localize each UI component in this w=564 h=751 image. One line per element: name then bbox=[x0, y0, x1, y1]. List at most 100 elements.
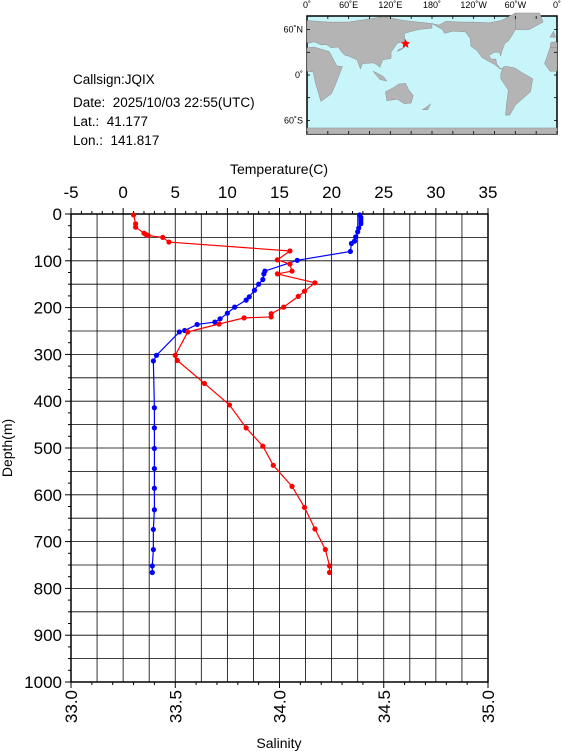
temperature-point bbox=[246, 294, 252, 300]
map-lon-label: 0˚ bbox=[303, 0, 311, 10]
salinity-point bbox=[287, 261, 293, 267]
temperature-point bbox=[217, 316, 223, 322]
latitude-text: Lat.: 41.177 bbox=[73, 114, 149, 129]
salinity-point bbox=[301, 504, 308, 511]
temperature-point bbox=[151, 507, 157, 513]
temperature-point bbox=[149, 563, 155, 569]
top-tick-label: -5 bbox=[63, 183, 78, 202]
salinity-point bbox=[174, 357, 180, 364]
callsign-text: Callsign:JQIX bbox=[73, 72, 155, 87]
map-lon-label: 180˚ bbox=[423, 0, 441, 10]
salinity-point bbox=[289, 483, 295, 489]
temperature-point bbox=[353, 234, 359, 240]
salinity-point bbox=[322, 546, 328, 553]
map-lat-label: 0˚ bbox=[295, 70, 303, 80]
temperature-point bbox=[151, 485, 157, 491]
map-lon-label: 120˚E bbox=[378, 0, 402, 10]
y-tick-label: 600 bbox=[34, 486, 62, 505]
top-tick-label: 20 bbox=[322, 183, 341, 202]
salinity-point bbox=[160, 234, 166, 240]
y-tick-label: 1000 bbox=[24, 673, 62, 692]
temperature-point bbox=[224, 310, 230, 316]
salinity-point bbox=[172, 352, 178, 358]
top-tick-label: 30 bbox=[426, 183, 445, 202]
salinity-point bbox=[243, 425, 249, 431]
y-tick-label: 200 bbox=[34, 299, 62, 318]
temperature-point bbox=[355, 229, 361, 235]
salinity-line bbox=[132, 214, 331, 573]
map-lon-label: 60˚W bbox=[505, 0, 527, 10]
map-lat-label: 60˚S bbox=[284, 115, 303, 125]
salinity-point bbox=[326, 569, 333, 576]
longitude-text: Lon.: 141.817 bbox=[73, 133, 160, 148]
salinity-point bbox=[281, 304, 287, 310]
land-australia bbox=[385, 83, 414, 104]
salinity-point bbox=[287, 248, 293, 254]
map-ticks bbox=[306, 16, 558, 134]
salinity-point bbox=[241, 315, 247, 321]
salinity-point bbox=[185, 329, 191, 335]
salinity-point bbox=[301, 288, 308, 294]
salinity-point bbox=[216, 321, 222, 327]
temperature-point bbox=[260, 276, 266, 283]
y-tick-label: 300 bbox=[34, 345, 62, 364]
y-tick-label: 700 bbox=[34, 533, 62, 552]
land-indonesia bbox=[372, 71, 388, 82]
salinity-point bbox=[133, 224, 139, 230]
chart-series bbox=[130, 212, 364, 576]
temperature-point bbox=[176, 329, 183, 335]
temperature-point bbox=[151, 465, 157, 472]
world-map: 0˚ 60˚E 120˚E 180˚ 120˚W 60˚W 0˚ 60˚N 0˚ 60˚S bbox=[283, 0, 561, 135]
salinity-point bbox=[226, 402, 233, 408]
temperature-point bbox=[151, 445, 157, 452]
chart-ticks bbox=[65, 208, 489, 688]
station-star-icon bbox=[400, 38, 411, 48]
top-tick-label: 15 bbox=[270, 183, 289, 202]
bottom-tick-label: 33.0 bbox=[62, 690, 81, 723]
bottom-tick-label: 34.0 bbox=[271, 690, 290, 723]
top-tick-label: 0 bbox=[118, 183, 127, 202]
temperature-point bbox=[150, 526, 156, 533]
salinity-point bbox=[312, 526, 318, 532]
bottom-tick-label: 35.0 bbox=[479, 690, 498, 723]
bottom-tick-label: 34.5 bbox=[375, 690, 394, 723]
temperature-point bbox=[348, 240, 355, 247]
map-lon-label: 0˚ bbox=[553, 0, 561, 10]
salinity-point bbox=[295, 293, 301, 299]
top-tick-label: 10 bbox=[218, 183, 237, 202]
bottom-tick-label: 33.5 bbox=[166, 690, 185, 723]
temperature-point bbox=[150, 358, 156, 364]
salinity-point bbox=[289, 268, 295, 274]
chart-tick-labels: -5 0 5 10 15 20 25 30 35010020030040050060070080… bbox=[24, 183, 498, 723]
y-tick-label: 100 bbox=[34, 252, 62, 271]
temperature-point bbox=[232, 304, 238, 310]
temperature-point bbox=[212, 319, 218, 325]
salinity-point bbox=[166, 239, 172, 245]
temperature-line bbox=[151, 214, 362, 573]
temperature-point bbox=[151, 425, 157, 431]
salinity-point bbox=[201, 380, 208, 387]
land-north-america bbox=[431, 12, 516, 70]
salinity-point bbox=[145, 232, 151, 239]
map-labels: 0˚ 60˚E 120˚E 180˚ 120˚W 60˚W 0˚ 60˚N 0˚ 60˚S bbox=[283, 0, 561, 125]
land-new-zealand bbox=[421, 103, 431, 110]
top-tick-label: 5 bbox=[171, 183, 180, 202]
chart-grid bbox=[70, 213, 489, 683]
y-tick-label: 0 bbox=[53, 205, 62, 224]
top-axis-label: Temperature(C) bbox=[230, 161, 328, 177]
temperature-point bbox=[261, 271, 267, 277]
y-tick-label: 900 bbox=[34, 626, 62, 645]
land-britain bbox=[549, 30, 556, 38]
temperature-point bbox=[358, 221, 364, 227]
salinity-point bbox=[270, 462, 276, 468]
top-tick-label: 25 bbox=[374, 183, 393, 202]
temperature-point bbox=[149, 569, 155, 576]
salinity-point bbox=[130, 212, 137, 218]
salinity-point bbox=[274, 257, 281, 263]
temperature-point bbox=[243, 297, 249, 303]
y-tick-label: 800 bbox=[34, 579, 62, 598]
map-lon-label: 60˚E bbox=[339, 0, 358, 10]
date-text: Date: 2025/10/03 22:55(UTC) bbox=[73, 95, 255, 110]
map-lon-label: 120˚W bbox=[460, 0, 487, 10]
